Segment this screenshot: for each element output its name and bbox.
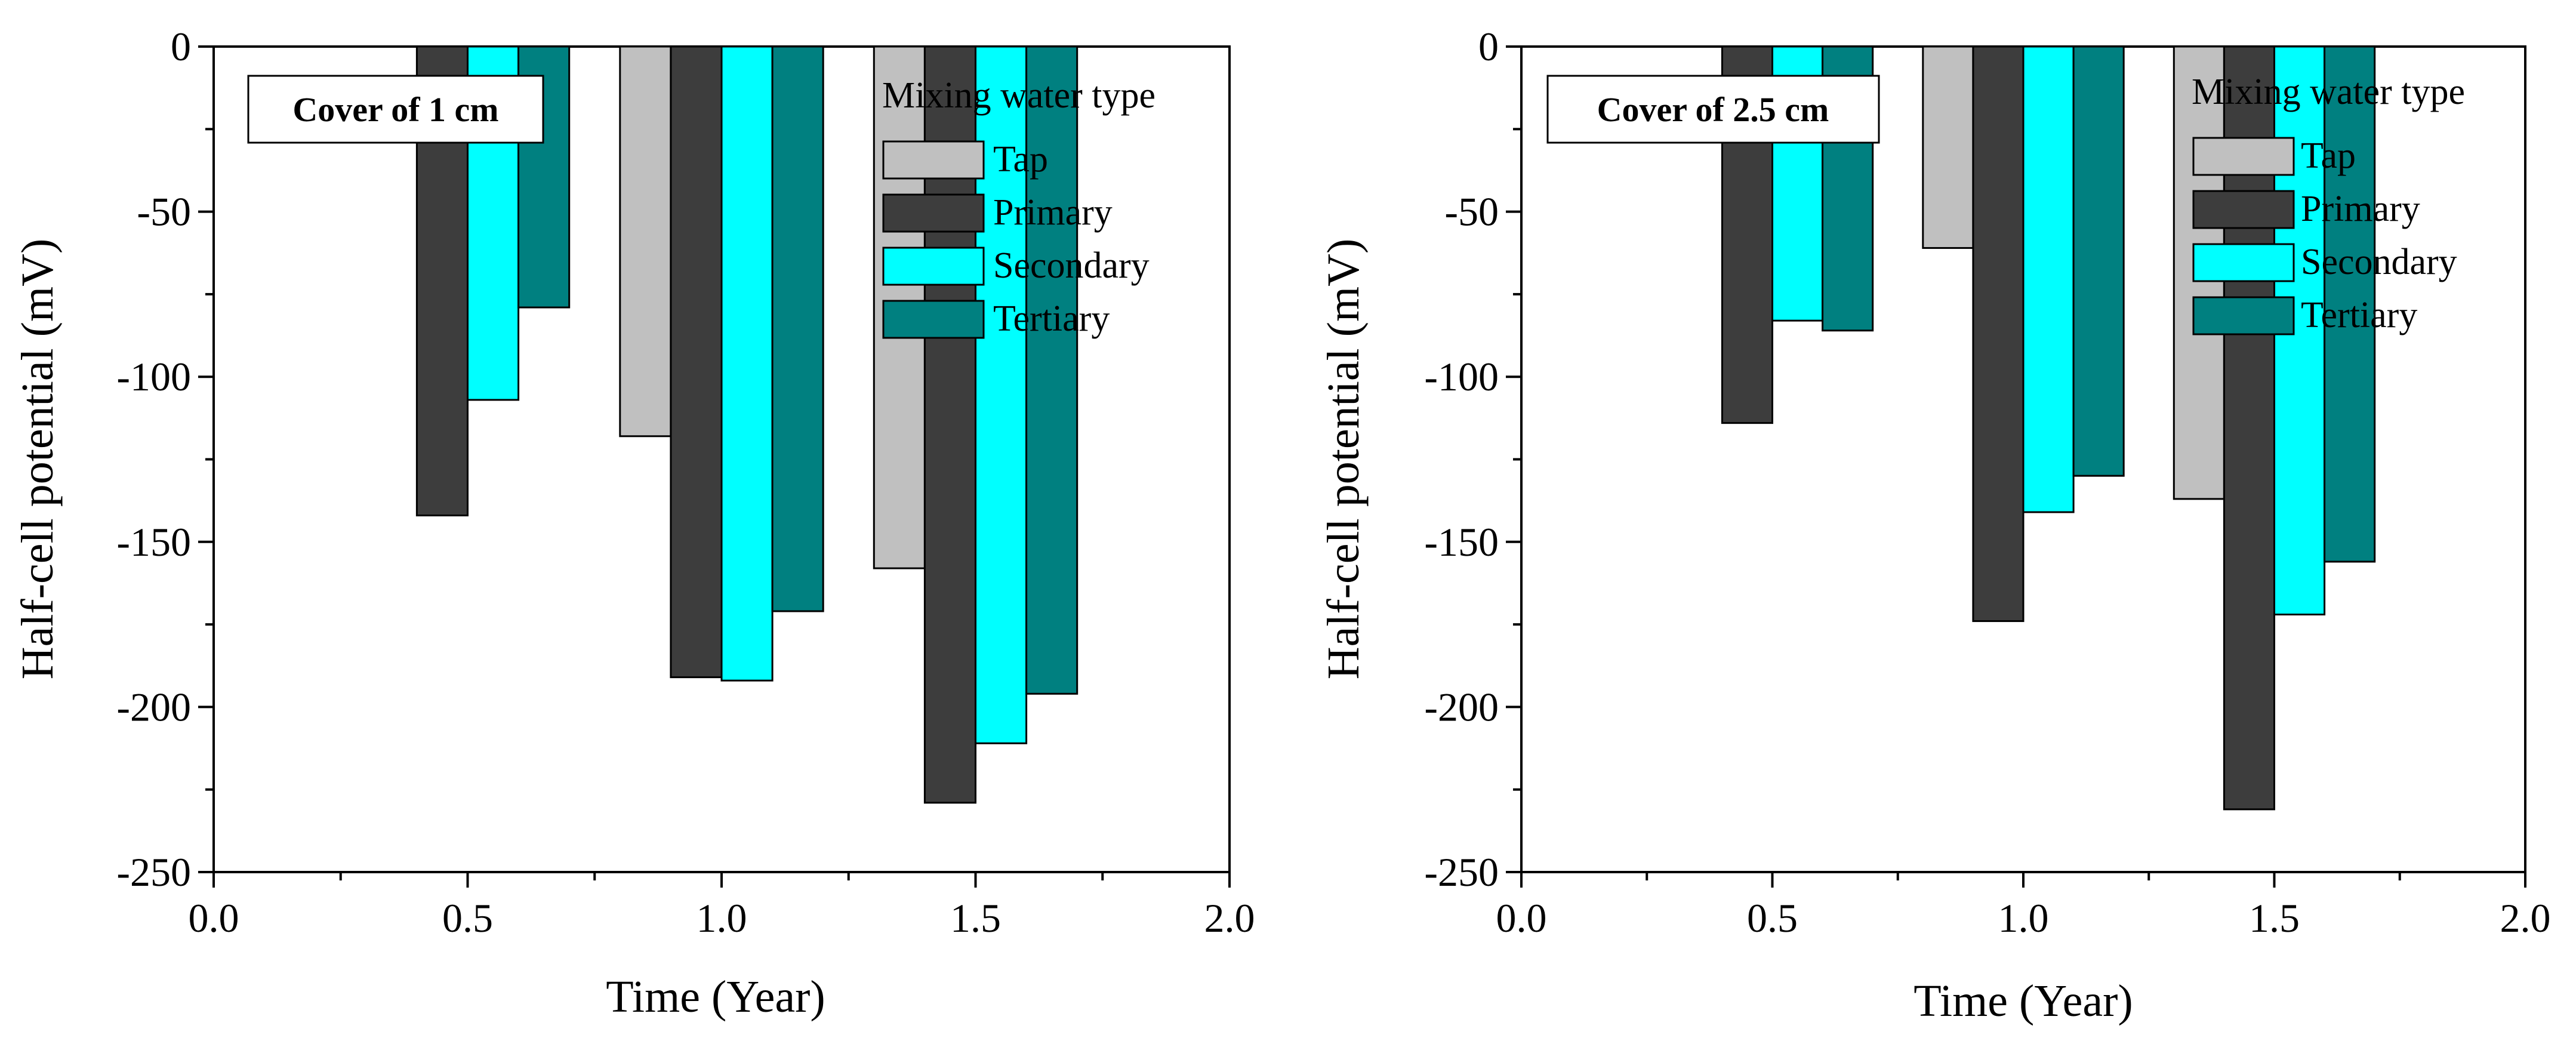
bar-tertiary-1	[2072, 45, 2125, 477]
legend-label-tertiary: Tertiary	[993, 298, 1110, 339]
y-axis-title: Half-cell potential (mV)	[13, 239, 63, 680]
y-tick-label: -100	[116, 354, 191, 399]
legend-label-tap: Tap	[993, 139, 1048, 180]
bar-secondary-1	[2022, 45, 2075, 513]
y-tick-label: -150	[116, 519, 191, 565]
x-axis-title: Time (Year)	[606, 972, 825, 1022]
legend-label-primary: Primary	[993, 192, 1113, 233]
legend-title: Mixing water type	[882, 75, 1155, 116]
legend: Mixing water type Tap Primary Secondary Ter…	[882, 75, 1155, 339]
y-tick-label: 0	[171, 24, 191, 69]
bar-tertiary-2	[2324, 45, 2376, 563]
bar-tap-0	[619, 45, 672, 438]
y-tick-label: -50	[137, 189, 191, 235]
bar-tap-0	[1922, 45, 1974, 249]
cover-annotation-label: Cover of 2.5 cm	[1597, 90, 1829, 129]
bar-primary-1	[1972, 45, 2025, 623]
legend-swatch-secondary	[882, 247, 985, 286]
legend-swatch-primary	[882, 193, 985, 233]
x-tick-label: 1.5	[950, 895, 1001, 941]
cover-annotation-box	[1546, 75, 1880, 144]
x-tick-label: 2.0	[2500, 895, 2551, 941]
ticks-group: 0.0 0.5 1.0 1.5 2.0 0 -50 -100 -150 -200 -250	[116, 24, 1255, 941]
legend-label-tap: Tap	[2301, 135, 2356, 176]
y-tick-label: -250	[116, 849, 191, 895]
x-axis-title: Time (Year)	[1913, 976, 2133, 1026]
chart-panel-left: 0.0 0.5 1.0 1.5 2.0 0 -50 -100 -150 -200 -250 Time…	[13, 24, 1255, 1022]
x-tick-label: 0.5	[442, 895, 493, 941]
legend-swatch-primary	[2192, 190, 2295, 229]
y-tick-label: -50	[1444, 189, 1499, 235]
chart-panel-right: 0.0 0.5 1.0 1.5 2.0 0 -50 -100 -150 -200 -250 Time…	[1318, 24, 2551, 1026]
cover-annotation: Cover of 2.5 cm	[1546, 75, 1880, 144]
bar-primary-1	[670, 45, 723, 679]
legend-swatch-tap	[2192, 137, 2295, 176]
y-tick-label: -150	[1424, 519, 1499, 565]
bar-tertiary-1	[771, 45, 824, 612]
x-tick-label: 1.5	[2249, 895, 2300, 941]
cover-annotation-box	[247, 75, 544, 144]
x-tick-label: 1.0	[1998, 895, 2049, 941]
y-tick-label: -100	[1424, 354, 1499, 399]
y-axis-title: Half-cell potential (mV)	[1318, 239, 1369, 680]
ticks-group: 0.0 0.5 1.0 1.5 2.0 0 -50 -100 -150 -200 -250	[1424, 24, 2550, 941]
bar-tertiary-2	[1025, 45, 1079, 695]
legend-label-secondary: Secondary	[993, 245, 1150, 286]
legend-swatch-tertiary	[2192, 296, 2295, 335]
y-tick-label: -200	[116, 684, 191, 729]
x-tick-label: 1.0	[697, 895, 747, 941]
legend: Mixing water type Tap Primary Secondary Ter…	[2192, 72, 2465, 335]
legend-label-tertiary: Tertiary	[2301, 295, 2417, 335]
legend-swatch-secondary	[2192, 243, 2295, 282]
cover-annotation: Cover of 1 cm	[247, 75, 544, 144]
x-tick-label: 2.0	[1204, 895, 1255, 941]
cover-annotation-label: Cover of 1 cm	[292, 90, 498, 129]
y-tick-label: 0	[1478, 24, 1499, 69]
legend-title: Mixing water type	[2192, 72, 2465, 112]
legend-swatch-tertiary	[882, 300, 985, 339]
y-tick-label: -200	[1424, 684, 1499, 729]
x-tick-label: 0.5	[1747, 895, 1798, 941]
x-tick-label: 0.0	[1496, 895, 1547, 941]
legend-label-secondary: Secondary	[2301, 242, 2457, 282]
bar-secondary-1	[720, 45, 774, 682]
legend-swatch-tap	[882, 140, 985, 180]
legend-label-primary: Primary	[2301, 189, 2420, 229]
x-tick-label: 0.0	[189, 895, 239, 941]
y-tick-label: -250	[1424, 849, 1499, 895]
